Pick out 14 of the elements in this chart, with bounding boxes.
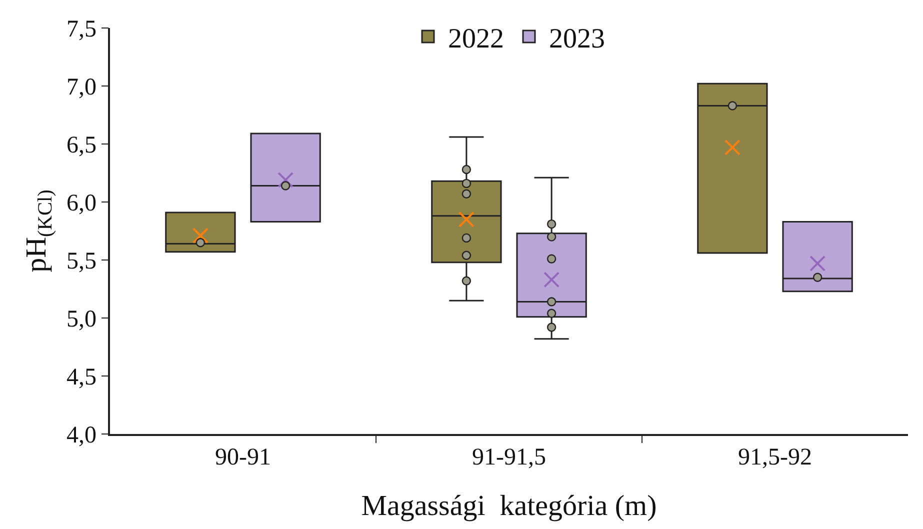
y-tick-label: 4,0	[66, 422, 96, 448]
x-axis-title: Magassági kategória (m)	[361, 490, 657, 522]
legend-label: 2022	[448, 23, 504, 54]
x-tick-label: 91,5-92	[738, 444, 812, 471]
y-tick-label: 7,0	[66, 74, 96, 100]
y-tick-label: 5,0	[66, 306, 96, 332]
y-tick-label: 4,5	[66, 364, 96, 390]
y-tick-label: 6,0	[66, 190, 96, 216]
y-tick-label: 6,5	[66, 132, 96, 158]
x-tick-label: 90-91	[215, 444, 271, 471]
legend-label: 2023	[549, 23, 605, 54]
x-tick-label: 91-91,5	[472, 444, 546, 471]
y-tick-label: 5,5	[66, 248, 96, 274]
y-tick-label: 7,5	[66, 16, 96, 42]
